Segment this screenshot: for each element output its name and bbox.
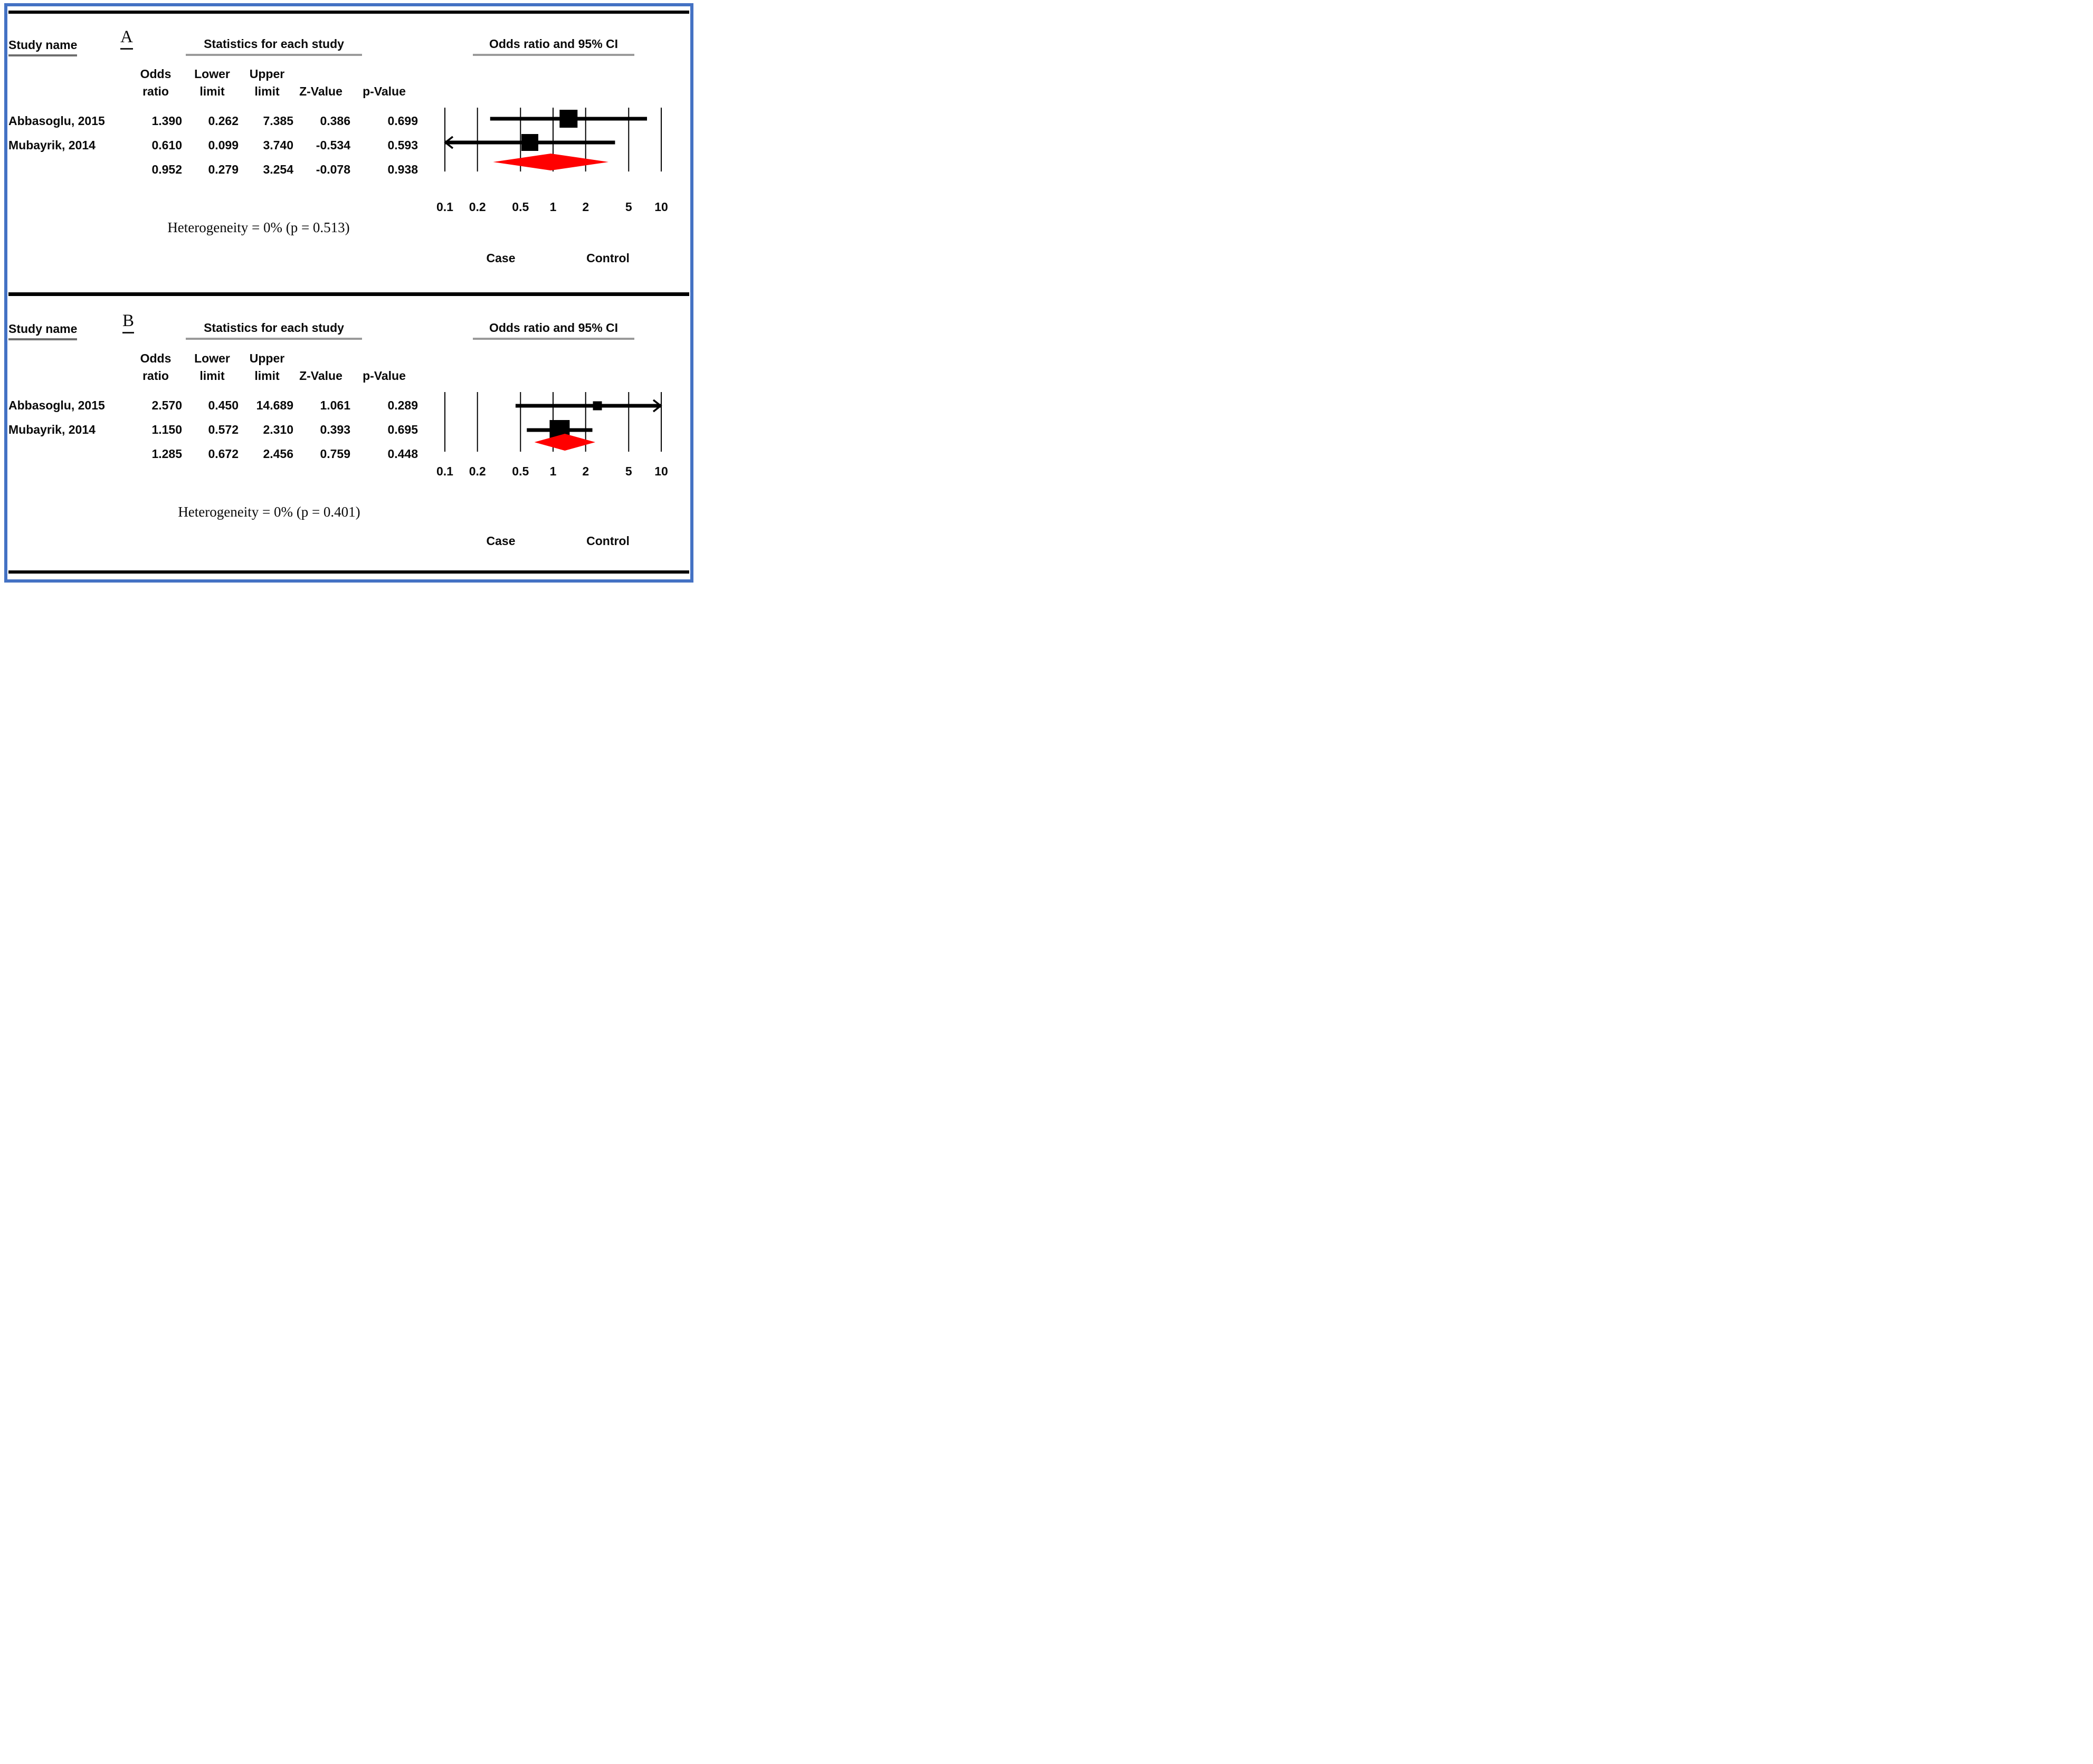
p-value: 0.695 (387, 423, 418, 436)
lower-limit-value: 0.262 (208, 114, 239, 128)
col-header-pvalue: p-Value (363, 369, 406, 383)
odds-ratio-value: 1.390 (151, 114, 182, 128)
lower-limit-value: 0.450 (208, 398, 239, 412)
axis-tick-label: 10 (654, 200, 668, 214)
axis-tick-label: 1 (550, 464, 557, 478)
col-header-odds: Odds (140, 351, 172, 365)
z-value: -0.078 (316, 163, 350, 176)
upper-limit-value: 2.310 (263, 423, 293, 436)
p-value: 0.289 (387, 398, 418, 412)
odds-ratio-value: 0.952 (151, 163, 182, 176)
forest-plot: 0.1 0.2 0.5 1 2 5 10 (436, 108, 668, 214)
study-label: Abbasoglu, 2015 (8, 398, 105, 412)
study-label: Mubayrik, 2014 (8, 423, 96, 436)
z-value: 0.759 (320, 447, 350, 461)
z-value: 0.393 (320, 423, 350, 436)
axis-tick-label: 5 (625, 464, 632, 478)
effect-square (593, 401, 602, 411)
lower-limit-value: 0.672 (208, 447, 239, 461)
col-header-lower: Lower (194, 67, 230, 81)
col-header-upper: Upper (249, 67, 285, 81)
forest-plot-figure: Study name A Statistics for each study O… (0, 0, 698, 588)
col-header-zvalue: Z-Value (299, 84, 343, 98)
axis-tick-label: 1 (550, 200, 557, 214)
odds-ratio-value: 2.570 (151, 398, 182, 412)
case-group-label: Case (486, 534, 516, 548)
z-value: 1.061 (320, 398, 350, 412)
axis-tick-label: 0.5 (512, 200, 529, 214)
z-value: 0.386 (320, 114, 350, 128)
panel-letter: A (120, 27, 133, 50)
or-ci-header: Odds ratio and 95% CI (473, 37, 634, 56)
effect-square (559, 110, 578, 128)
summary-diamond (493, 154, 609, 170)
upper-limit-value: 7.385 (263, 114, 293, 128)
p-value: 0.593 (387, 138, 418, 152)
col-header-ratio: ratio (142, 84, 169, 98)
control-group-label: Control (586, 251, 630, 265)
control-group-label: Control (586, 534, 630, 548)
panel-letter: B (122, 311, 135, 333)
upper-limit-value: 2.456 (263, 447, 293, 461)
study-label: Mubayrik, 2014 (8, 138, 96, 152)
odds-ratio-value: 1.285 (151, 447, 182, 461)
middle-rule (8, 292, 689, 296)
forest-plot: 0.1 0.2 0.5 1 2 5 10 (436, 392, 668, 478)
summary-diamond (534, 434, 595, 451)
col-header-limit1: limit (199, 84, 225, 98)
study-name-header: Study name (8, 322, 78, 340)
upper-limit-value: 3.254 (263, 163, 293, 176)
col-header-odds: Odds (140, 67, 172, 81)
axis-tick-label: 2 (582, 464, 589, 478)
stats-header: Statistics for each study (186, 37, 362, 56)
col-header-limit2: limit (254, 369, 280, 383)
odds-ratio-value: 1.150 (151, 423, 182, 436)
p-value: 0.938 (387, 163, 418, 176)
lower-limit-value: 0.279 (208, 163, 239, 176)
stats-header: Statistics for each study (186, 321, 362, 340)
axis-tick-label: 0.5 (512, 464, 529, 478)
axis-tick-label: 0.2 (469, 200, 486, 214)
col-header-upper: Upper (249, 351, 285, 365)
study-label: Abbasoglu, 2015 (8, 114, 105, 128)
axis-tick-label: 0.2 (469, 464, 486, 478)
odds-ratio-value: 0.610 (151, 138, 182, 152)
col-header-limit1: limit (199, 369, 225, 383)
heterogeneity-note: Heterogeneity = 0% (p = 0.513) (167, 220, 350, 235)
right-arrow-icon (652, 399, 662, 413)
col-header-ratio: ratio (142, 369, 169, 383)
axis-tick-label: 0.1 (436, 200, 453, 214)
figure-border (4, 3, 693, 583)
axis-tick-label: 2 (582, 200, 589, 214)
lower-limit-value: 0.099 (208, 138, 239, 152)
col-header-lower: Lower (194, 351, 230, 365)
lower-limit-value: 0.572 (208, 423, 239, 436)
upper-limit-value: 3.740 (263, 138, 293, 152)
col-header-pvalue: p-Value (363, 84, 406, 98)
top-rule (8, 11, 689, 14)
upper-limit-value: 14.689 (256, 398, 293, 412)
case-group-label: Case (486, 251, 516, 265)
heterogeneity-note: Heterogeneity = 0% (p = 0.401) (178, 504, 360, 520)
col-header-limit2: limit (254, 84, 280, 98)
p-value: 0.699 (387, 114, 418, 128)
or-ci-header: Odds ratio and 95% CI (473, 321, 634, 340)
bottom-rule (8, 570, 689, 574)
study-name-header: Study name (8, 38, 78, 56)
p-value: 0.448 (387, 447, 418, 461)
col-header-zvalue: Z-Value (299, 369, 343, 383)
axis-tick-label: 10 (654, 464, 668, 478)
axis-tick-label: 0.1 (436, 464, 453, 478)
z-value: -0.534 (316, 138, 350, 152)
axis-tick-label: 5 (625, 200, 632, 214)
left-arrow-icon (444, 136, 454, 149)
effect-square (521, 134, 538, 151)
